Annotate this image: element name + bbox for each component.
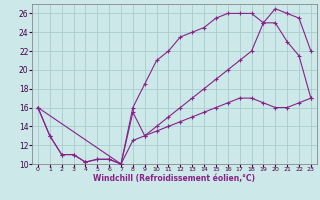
X-axis label: Windchill (Refroidissement éolien,°C): Windchill (Refroidissement éolien,°C) [93,174,255,183]
